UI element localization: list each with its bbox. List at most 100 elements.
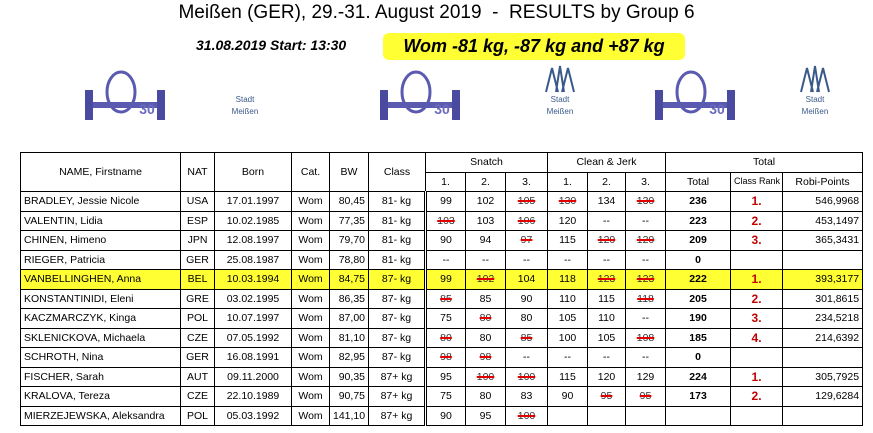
cell: 79,70 bbox=[329, 230, 369, 251]
cell: BEL bbox=[180, 269, 215, 290]
cell-text: 224 bbox=[689, 370, 707, 383]
cell: 130 bbox=[547, 191, 588, 212]
cell: Wom bbox=[291, 347, 330, 368]
cell-text: 120 bbox=[558, 214, 577, 227]
cell-text: 87- kg bbox=[381, 331, 412, 344]
cell: KONSTANTINIDI, Eleni bbox=[20, 288, 181, 309]
cell-text: -- bbox=[603, 253, 610, 266]
cell: 2. bbox=[730, 288, 784, 309]
cell-text: 85 bbox=[520, 331, 533, 344]
cell: 87,00 bbox=[329, 308, 369, 329]
cell: -- bbox=[624, 210, 667, 231]
cell-text: 115 bbox=[559, 234, 576, 247]
cell-text: -- bbox=[523, 351, 530, 364]
cell: CZE bbox=[180, 386, 215, 407]
cell-text: Wom bbox=[298, 409, 323, 422]
cell: Wom bbox=[291, 405, 330, 426]
column-header: NAME, Firstname bbox=[20, 152, 181, 192]
cell: -- bbox=[465, 249, 506, 270]
logo-vase bbox=[400, 70, 432, 114]
cell: -- bbox=[624, 347, 667, 368]
logo-bar bbox=[380, 102, 460, 108]
cell-text: 98 bbox=[479, 351, 492, 364]
logo-text: Meißen bbox=[547, 107, 574, 116]
cell-text: Wom bbox=[298, 253, 323, 266]
cell: 90,35 bbox=[329, 366, 369, 387]
cell: 209 bbox=[665, 230, 732, 251]
logo-vase bbox=[105, 70, 137, 114]
cell: 90 bbox=[424, 405, 466, 426]
logo-plate bbox=[157, 90, 165, 120]
cell-text: 80 bbox=[479, 312, 492, 325]
cell: 95 bbox=[465, 405, 506, 426]
cell-text: 75 bbox=[440, 312, 452, 325]
cell-text: Wom bbox=[298, 390, 323, 403]
cell: Wom bbox=[291, 210, 330, 231]
cell: 75 bbox=[424, 386, 466, 407]
cell-text: 236 bbox=[689, 195, 707, 208]
cell-text: 16.08.1991 bbox=[226, 351, 280, 364]
cell-text: 78,80 bbox=[338, 253, 365, 266]
attempt-header: 1. bbox=[547, 171, 588, 192]
logo-plate bbox=[85, 90, 93, 120]
cell: 95 bbox=[624, 386, 667, 407]
cell: 103 bbox=[424, 210, 466, 231]
cell: 95 bbox=[587, 386, 626, 407]
cell: 80 bbox=[465, 386, 506, 407]
cell-text: CHINEN, Himeno bbox=[24, 234, 107, 247]
cell: 190 bbox=[665, 308, 732, 329]
attempt-header: 3. bbox=[624, 171, 667, 192]
cell-text: 17.01.1997 bbox=[226, 195, 280, 208]
cell-text: VANBELLINGHEN, Anna bbox=[24, 273, 142, 286]
cell-text: 87,00 bbox=[338, 312, 365, 325]
logo-text: Meißen bbox=[802, 107, 829, 116]
cell: CZE bbox=[180, 327, 215, 348]
cell-text: 09.11.2000 bbox=[227, 370, 279, 383]
cell-text: KACZMARCZYK, Kinga bbox=[24, 312, 137, 325]
cell: 87+ kg bbox=[368, 366, 426, 387]
cell-text: 209 bbox=[689, 234, 707, 247]
cell-text: 10.07.1997 bbox=[226, 312, 280, 325]
cell: 100 bbox=[547, 327, 588, 348]
cell bbox=[782, 347, 864, 368]
cell bbox=[782, 249, 864, 270]
cell: KRALOVA, Tereza bbox=[20, 386, 181, 407]
cell: -- bbox=[587, 249, 626, 270]
logo-text: 30 bbox=[139, 101, 155, 117]
cell: Wom bbox=[291, 288, 330, 309]
cell-text: 141,10 bbox=[333, 409, 366, 422]
cell: 10.02.1985 bbox=[214, 210, 292, 231]
cell: 123 bbox=[624, 269, 667, 290]
cell: CHINEN, Himeno bbox=[20, 230, 181, 251]
cell: 4. bbox=[730, 327, 784, 348]
cell-text: KRALOVA, Tereza bbox=[24, 390, 110, 403]
cell: 90,75 bbox=[329, 386, 369, 407]
cell-text: 129,6284 bbox=[815, 390, 860, 403]
cell-text: 185 bbox=[689, 331, 707, 344]
cell-text: 82,95 bbox=[338, 351, 365, 364]
logo-vase bbox=[675, 70, 707, 114]
cell-text: -- bbox=[642, 312, 650, 325]
logo-plate bbox=[452, 90, 460, 120]
cell-text: 81- kg bbox=[381, 195, 412, 208]
cell-text: -- bbox=[603, 351, 610, 364]
cell: 110 bbox=[587, 308, 626, 329]
result-row: FISCHER, Sarah AUT 09.11.2000 Wom 90,35 87+ k… bbox=[20, 366, 864, 387]
cell: BRADLEY, Jessie Nicole bbox=[20, 191, 181, 212]
result-row: SKLENICKOVA, Michaela CZE 07.05.1992 Wom 81,… bbox=[20, 327, 864, 348]
cell: 10.07.1997 bbox=[214, 308, 292, 329]
cell: 99 bbox=[424, 191, 466, 212]
cell bbox=[730, 249, 784, 270]
cell: Wom bbox=[291, 191, 330, 212]
cell: 236 bbox=[665, 191, 732, 212]
cell: Wom bbox=[291, 308, 330, 329]
cell: 09.11.2000 bbox=[214, 366, 292, 387]
result-row: RIEGER, Patricia GER 25.08.1987 Wom 78,80 81-… bbox=[20, 249, 864, 270]
cell: RIEGER, Patricia bbox=[20, 249, 181, 270]
cell: -- bbox=[547, 347, 588, 368]
result-row: KRALOVA, Tereza CZE 22.10.1989 Wom 90,75 87+ … bbox=[20, 386, 864, 407]
cell bbox=[730, 347, 784, 368]
cell-text: 118 bbox=[637, 292, 654, 305]
cell-text: 173 bbox=[689, 390, 707, 403]
